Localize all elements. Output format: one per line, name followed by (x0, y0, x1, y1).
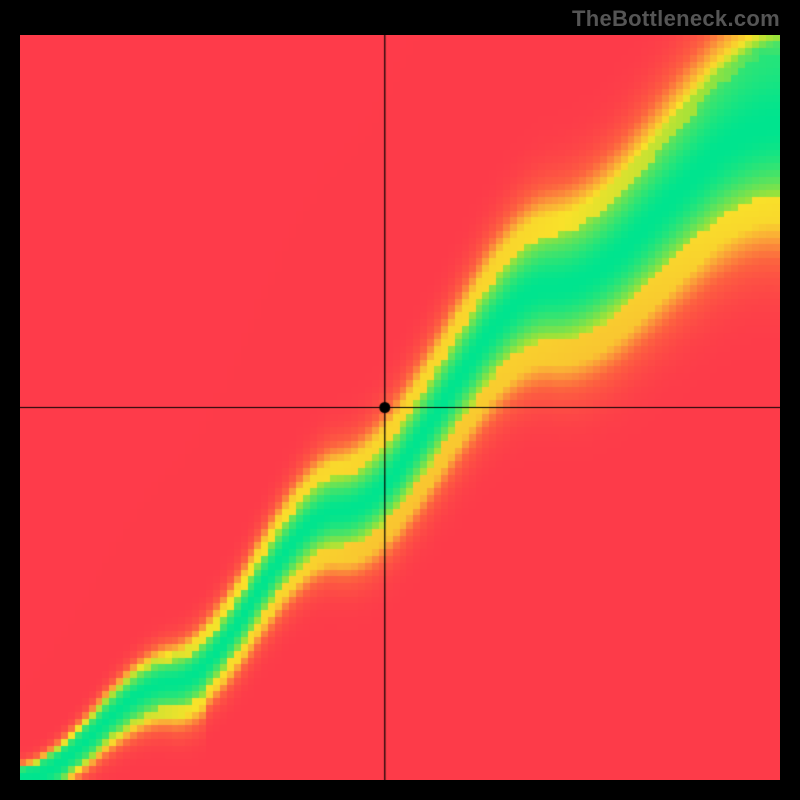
chart-container: TheBottleneck.com (0, 0, 800, 800)
plot-area (20, 35, 780, 780)
attribution-text: TheBottleneck.com (572, 6, 780, 32)
heatmap-canvas (20, 35, 780, 780)
